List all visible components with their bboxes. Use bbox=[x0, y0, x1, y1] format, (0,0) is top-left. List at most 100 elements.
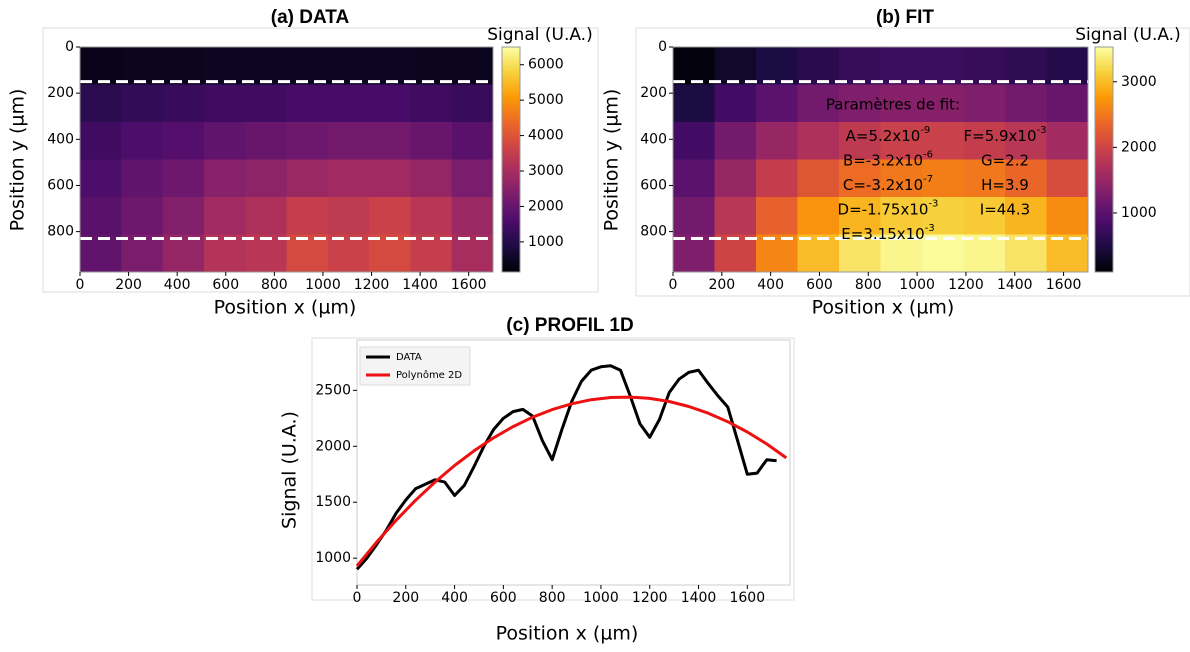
heatmap-cell bbox=[327, 122, 370, 160]
x-tick-label: 400 bbox=[164, 277, 191, 293]
heatmap-cell bbox=[162, 47, 205, 85]
plot-frame bbox=[672, 46, 1089, 273]
panel-frame bbox=[311, 337, 795, 601]
heatmap-cell bbox=[410, 197, 453, 235]
fit-parameter: A=5.2x10-9 bbox=[846, 125, 931, 145]
x-tick-label: 1000 bbox=[583, 590, 619, 606]
fit-parameter: G=2.2 bbox=[981, 151, 1029, 169]
colorbar-tick-label: 1000 bbox=[1121, 205, 1157, 221]
heatmap-cell bbox=[327, 197, 370, 235]
heatmap-cell bbox=[80, 159, 122, 198]
heatmap-cell bbox=[880, 159, 923, 198]
heatmap-cell bbox=[410, 234, 453, 273]
parameter-text: I=44.3 bbox=[980, 200, 1030, 218]
parameter-exponent: -7 bbox=[923, 174, 933, 185]
x-tick-label: 1200 bbox=[354, 277, 390, 293]
heatmap-cell bbox=[245, 159, 287, 198]
heatmap-cell bbox=[880, 197, 923, 235]
y-tick-label: 0 bbox=[65, 39, 74, 55]
heatmap-cell bbox=[880, 84, 923, 123]
heatmap-cell bbox=[714, 159, 757, 198]
parameter-exponent: -3 bbox=[928, 199, 938, 210]
y-tick-label: 200 bbox=[640, 85, 667, 101]
x-tick-label: 1000 bbox=[305, 277, 341, 293]
parameter-exponent: -9 bbox=[920, 125, 930, 136]
y-tick-label: 1500 bbox=[315, 494, 351, 510]
heatmap-cell bbox=[1005, 122, 1047, 160]
x-tick-label: 0 bbox=[353, 590, 362, 606]
heatmap-cell bbox=[451, 234, 494, 273]
heatmap-cell bbox=[410, 122, 453, 160]
heatmap-cell bbox=[797, 84, 840, 123]
x-tick-label: 1400 bbox=[681, 590, 717, 606]
x-tick-label: 600 bbox=[490, 590, 517, 606]
chart-title: (c) PROFIL 1D bbox=[506, 315, 633, 336]
x-axis-label: Position x (µm) bbox=[812, 297, 955, 319]
fit-parameter: I=44.3 bbox=[980, 200, 1030, 218]
heatmap-cell bbox=[1046, 47, 1089, 85]
heatmap-cell bbox=[963, 197, 1006, 235]
legend-label: DATA bbox=[396, 352, 422, 363]
x-tick-label: 1200 bbox=[948, 277, 984, 293]
fit-parameter: F=5.9x10-3 bbox=[964, 125, 1047, 145]
colorbar-tick-label: 1000 bbox=[528, 234, 564, 250]
heatmap-cell bbox=[797, 122, 840, 160]
parameter-text: H=3.9 bbox=[981, 176, 1029, 194]
heatmap-cell bbox=[880, 47, 923, 85]
y-tick-label: 600 bbox=[640, 177, 667, 193]
heatmap-cell bbox=[839, 47, 881, 85]
series-line bbox=[355, 395, 788, 567]
heatmap-cell bbox=[369, 122, 411, 160]
heatmap-cell bbox=[1046, 197, 1089, 235]
heatmap-cell bbox=[410, 84, 453, 123]
x-tick-label: 1400 bbox=[402, 277, 438, 293]
y-axis-label: Position y (µm) bbox=[7, 89, 29, 232]
x-tick-label: 1000 bbox=[899, 277, 935, 293]
heatmap-cell bbox=[963, 47, 1006, 85]
x-tick-label: 800 bbox=[261, 277, 288, 293]
x-axis-label: Position x (µm) bbox=[496, 623, 639, 645]
heatmap-cell bbox=[756, 197, 798, 235]
chart-title: (a) DATA bbox=[271, 7, 350, 28]
x-tick-label: 0 bbox=[76, 277, 85, 293]
heatmap-cell bbox=[80, 197, 122, 235]
chart-title: (b) FIT bbox=[876, 7, 934, 28]
heatmap-cell bbox=[673, 159, 715, 198]
x-tick-label: 600 bbox=[806, 277, 833, 293]
heatmap-cell bbox=[797, 197, 840, 235]
y-tick-label: 200 bbox=[47, 85, 74, 101]
heatmap-cell bbox=[369, 84, 411, 123]
heatmap-cell bbox=[451, 197, 494, 235]
y-tick-label: 600 bbox=[47, 177, 74, 193]
heatmap-cell bbox=[963, 84, 1006, 123]
y-tick-label: 400 bbox=[47, 131, 74, 147]
heatmap-cell bbox=[121, 47, 164, 85]
heatmap-cell bbox=[245, 47, 287, 85]
heatmap-cell bbox=[1046, 84, 1089, 123]
heatmap-cell bbox=[245, 197, 287, 235]
heatmap-cell bbox=[673, 84, 715, 123]
heatmap-cell bbox=[880, 234, 923, 273]
heatmap-cell bbox=[245, 234, 287, 273]
heatmap-cell bbox=[839, 234, 881, 273]
colorbar-tick-label: 3000 bbox=[528, 163, 564, 179]
x-tick-label: 200 bbox=[115, 277, 142, 293]
heatmap-cell bbox=[327, 84, 370, 123]
heatmap-cell bbox=[714, 234, 757, 273]
annotation-heading: Paramètres de fit: bbox=[826, 96, 960, 114]
colorbar-tick-label: 2000 bbox=[528, 198, 564, 214]
heatmap-cell bbox=[286, 84, 329, 123]
heatmap-cell bbox=[162, 84, 205, 123]
heatmap-cell bbox=[451, 159, 494, 198]
parameter-text: A=5.2x10 bbox=[846, 127, 921, 145]
parameter-text: G=2.2 bbox=[981, 151, 1029, 169]
x-tick-label: 800 bbox=[855, 277, 882, 293]
heatmap-cell bbox=[80, 234, 122, 273]
heatmap-cell bbox=[922, 159, 964, 198]
heatmap-cell bbox=[327, 234, 370, 273]
x-tick-label: 1600 bbox=[451, 277, 487, 293]
heatmap-cell bbox=[162, 122, 205, 160]
parameter-text: B=-3.2x10 bbox=[843, 151, 923, 169]
heatmap-cell bbox=[714, 197, 757, 235]
heatmap-cell bbox=[162, 159, 205, 198]
